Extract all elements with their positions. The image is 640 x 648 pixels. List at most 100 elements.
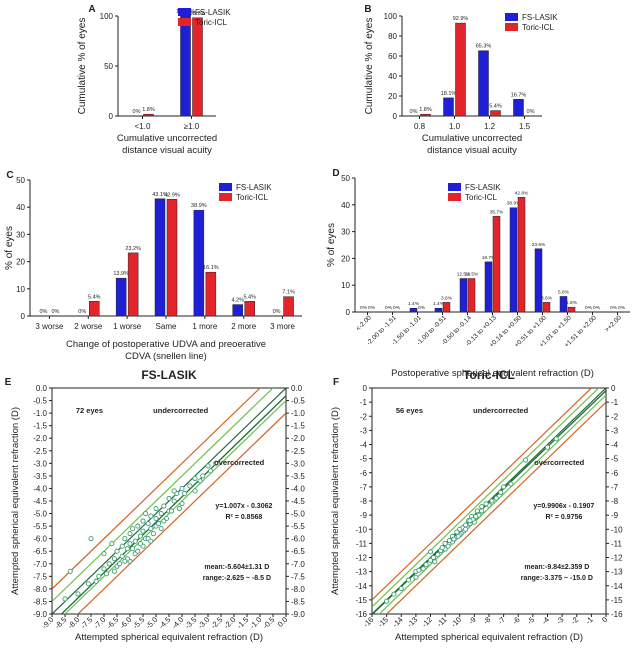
y-tick-label-right: -12 [611,554,623,563]
y-tick-label-left: -9.0 [33,610,47,619]
data-label: 92.9% [453,16,469,22]
data-point [148,538,154,544]
data-point [101,551,107,557]
data-point [93,578,99,584]
identity-line [372,388,606,614]
y-tick-label: 100 [384,12,398,21]
y-tick-label-right: 0 [611,384,616,393]
data-label: 5.4% [88,294,101,300]
data-point [176,505,182,512]
data-point [161,503,167,509]
overcorrected-label: overcorrected [214,458,264,467]
x-axis-label: Postoperative spherical equivalent refra… [391,368,594,379]
eye-count: 72 eyes [76,406,103,415]
data-point [171,498,177,504]
panel-letter: E [5,377,12,388]
y-tick-label-right: -11 [611,539,623,548]
x-tick-label: 1.0 [449,122,461,131]
y-axis-label: Attempted spherical equivalent refractio… [330,407,341,595]
y-tick-label-left: -6.5 [33,547,47,556]
data-label: 23.2% [125,246,141,252]
data-point [140,518,146,524]
data-label: 0% [39,309,47,315]
data-label: 12.5% [457,272,471,278]
data-point [171,488,177,494]
y-tick-label: 0 [346,308,351,317]
data-label: 18.1% [441,91,457,97]
data-point [508,481,514,487]
y-tick-label: 50 [16,176,25,185]
eye-count: 56 eyes [396,406,423,415]
data-point [463,526,469,532]
data-point [117,561,123,567]
data-point [416,567,422,573]
x-tick-label: 3 worse [35,322,64,331]
x-axis-label: Cumulative uncorrected [422,133,522,144]
y-tick-label-right: -2.5 [291,447,305,456]
data-point [455,533,461,539]
legend-label: FS-LASIK [195,8,231,17]
data-label: 0% [368,305,376,311]
data-label: 0% [610,305,618,311]
data-label: 0% [78,309,86,315]
x-tick-label: 0.0 [276,615,290,629]
data-point [122,536,128,542]
y-tick-label-right: -13 [611,568,623,577]
data-point [384,598,390,604]
x-tick-label: -12 [420,615,434,629]
chart-title: FS-LASIK [141,368,197,382]
x-tick-label: <-2.00 [355,314,373,332]
x-tick-label: 1.5 [519,122,531,131]
data-label: 13.9% [113,271,129,277]
bar-fs-lasik [193,209,205,317]
data-label: 35.7% [490,209,504,215]
y-tick-label: 80 [388,32,397,41]
y-tick-label: 0 [109,112,114,121]
x-tick-label: -7 [496,615,507,626]
x-axis-label: Cumulative uncorrected [117,133,217,144]
y-tick-label-right: -10 [611,525,623,534]
x-tick-label: 3 more [270,322,295,331]
data-point [137,533,143,539]
data-point [106,561,112,567]
outer-band-lower [77,412,286,614]
x-tick-label: -8 [481,615,492,626]
undercorrected-label: undercorrected [153,406,208,415]
x-tick-label: 2 more [231,322,256,331]
data-point [111,568,117,574]
x-tick-label: ≥1.0 [184,122,200,131]
x-tick-label: 1 worse [113,322,142,331]
data-point [135,548,141,554]
panel-letter: C [6,170,13,181]
legend-label: Toric-ICL [465,193,498,202]
data-label: 38.9% [507,201,521,207]
bar-toric-icl [143,113,154,117]
panel-letter: D [332,168,339,179]
data-label: 0% [593,305,601,311]
legend-swatch [219,193,232,201]
legend-label: FS-LASIK [465,183,501,192]
data-point [479,508,485,514]
y-tick-label-left: -12 [355,554,367,563]
data-point [467,518,473,524]
data-point [197,478,203,484]
data-label: 1.8% [419,107,432,113]
data-point [166,495,172,502]
y-tick-label-left: -8 [360,497,368,506]
data-label: 23.6% [532,242,546,248]
panel-E: E FS-LASIK -9.0 -8.5 -8.0 -7.5 -7.0 -6.5 -6.0 -5.… [5,368,306,643]
x-tick-label: >+2.00 [604,314,624,334]
inner-band-upper [52,388,274,602]
outer-band-lower [385,401,606,614]
data-label: 65.3% [476,44,492,50]
data-label: 0% [360,305,368,311]
data-point [523,457,529,463]
data-label: 5.4% [489,104,502,110]
x-tick-label: -1 [584,615,595,626]
bar-fs-lasik [509,207,518,313]
panel-letter: F [333,377,339,388]
data-point [208,468,214,474]
data-point [493,495,499,501]
